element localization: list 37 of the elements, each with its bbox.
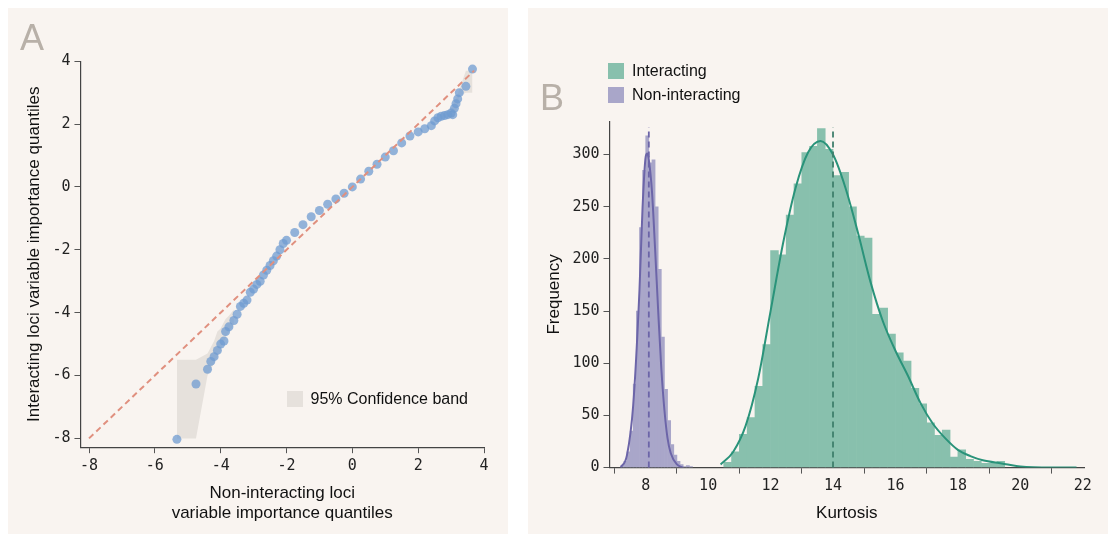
x-tick-label: 20: [1011, 476, 1030, 495]
x-axis-title: Kurtosis: [816, 503, 878, 523]
x-tick-label: -4: [211, 456, 230, 475]
y-axis-title: Interacting loci variable importance quantiles: [23, 86, 43, 422]
y-tick-label: 250: [572, 196, 600, 215]
x-tick-label: 12: [761, 476, 780, 495]
x-tick-label: -2: [277, 456, 296, 475]
x-tick-label: 10: [699, 476, 718, 495]
y-tick-label: -4: [52, 302, 71, 321]
x-tick-label: 14: [823, 476, 843, 495]
x-tick-label: 16: [886, 476, 905, 495]
y-tick-label: -2: [52, 239, 71, 258]
x-tick-label: 2: [413, 456, 423, 475]
y-tick-label: 4: [61, 51, 71, 70]
x-tick-label: 8: [641, 476, 651, 495]
x-tick-label: -6: [145, 456, 164, 475]
x-tick-label: -8: [79, 456, 99, 475]
y-tick-label: 150: [572, 300, 600, 319]
legend-label: Non-interacting: [632, 86, 741, 104]
y-tick-label: 50: [581, 405, 600, 424]
y-tick-label: -8: [52, 428, 71, 447]
y-tick-label: 0: [61, 176, 71, 195]
x-tick-label: 4: [479, 456, 489, 475]
y-tick-label: 2: [61, 113, 71, 132]
x-tick-label: 18: [948, 476, 967, 495]
annotation: 95% Confidence band: [310, 390, 468, 408]
x-tick-label: 22: [1073, 476, 1092, 495]
y-axis-title: Frequency: [543, 253, 563, 335]
x-axis-title: Non-interacting loci variable importance quantiles: [171, 483, 393, 523]
y-tick-label: 300: [572, 144, 600, 163]
y-tick-label: 200: [572, 248, 600, 267]
chart-title: B: [540, 76, 565, 118]
chart-title: A: [20, 16, 45, 58]
y-tick-label: -6: [52, 365, 71, 384]
legend-label: Interacting: [632, 62, 707, 80]
x-tick-label: 0: [347, 456, 357, 475]
y-tick-label: 100: [572, 353, 600, 372]
